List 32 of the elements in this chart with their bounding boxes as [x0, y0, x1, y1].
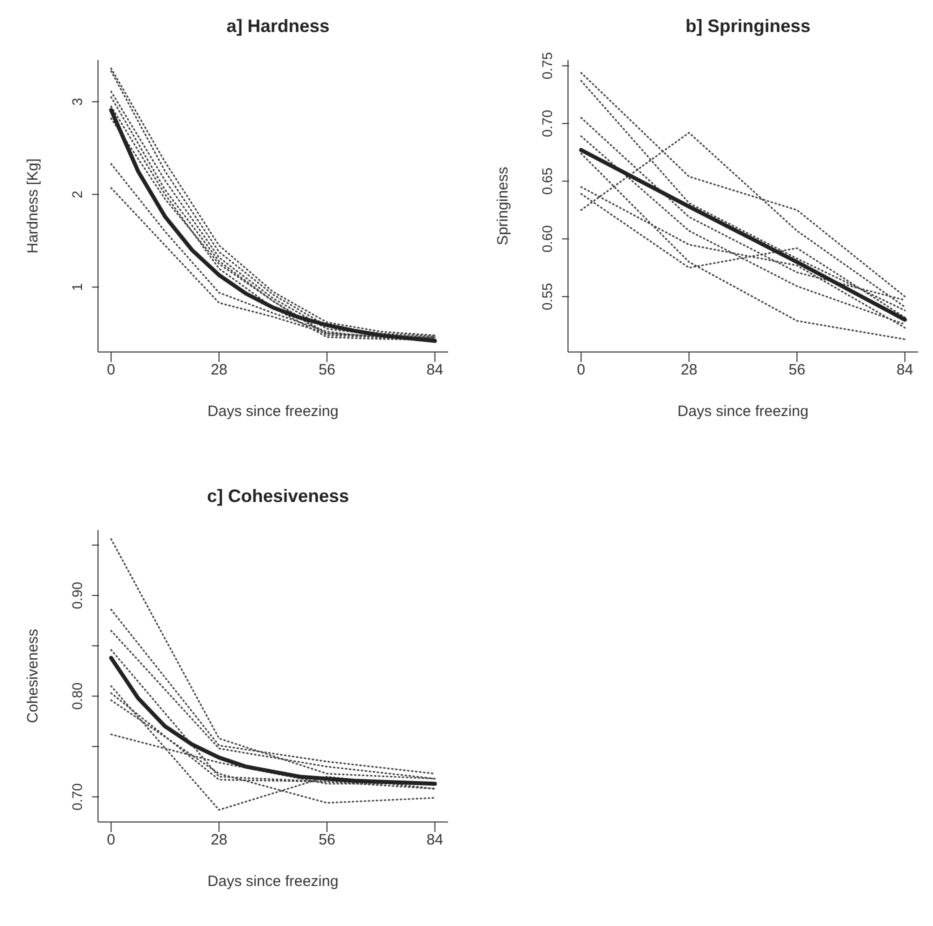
y-axis-title: Cohesiveness [24, 628, 42, 724]
y-axis-title: Hardness [Kg] [24, 158, 42, 254]
y-tick-label: 1 [69, 283, 85, 292]
x-tick-label: 28 [680, 362, 698, 379]
x-axis-title: Days since freezing [208, 403, 338, 420]
y-tick-label: 2 [69, 190, 85, 198]
chart-title: c] Cohesiveness [206, 485, 350, 508]
x-tick-label: 84 [896, 362, 914, 379]
x-tick-label: 28 [210, 832, 228, 849]
x-tick-label: 56 [318, 362, 336, 379]
x-tick-label: 84 [426, 832, 444, 849]
y-tick-label: 0.70 [69, 782, 85, 810]
chart-title: a] Hardness [225, 15, 331, 38]
x-tick-label: 56 [788, 362, 806, 379]
y-tick-label: 3 [69, 98, 85, 106]
x-tick-label: 0 [576, 362, 586, 379]
x-tick-label: 0 [106, 362, 116, 379]
x-tick-label: 56 [318, 832, 336, 849]
chart-title: b] Springiness [684, 15, 812, 38]
y-tick-label: 0.75 [539, 52, 555, 80]
x-tick-label: 0 [106, 832, 116, 849]
x-tick-label: 28 [210, 362, 228, 379]
x-tick-label: 84 [426, 362, 444, 379]
y-tick-label: 0.80 [69, 682, 85, 710]
y-tick-label: 0.55 [539, 282, 555, 310]
y-axis-title: Springiness [494, 166, 512, 246]
x-axis-title: Days since freezing [678, 403, 808, 420]
x-axis-title: Days since freezing [208, 873, 338, 890]
y-tick-label: 0.60 [539, 225, 555, 253]
y-tick-label: 0.90 [69, 582, 85, 610]
y-tick-label: 0.70 [539, 110, 555, 138]
y-tick-label: 0.65 [539, 167, 555, 195]
